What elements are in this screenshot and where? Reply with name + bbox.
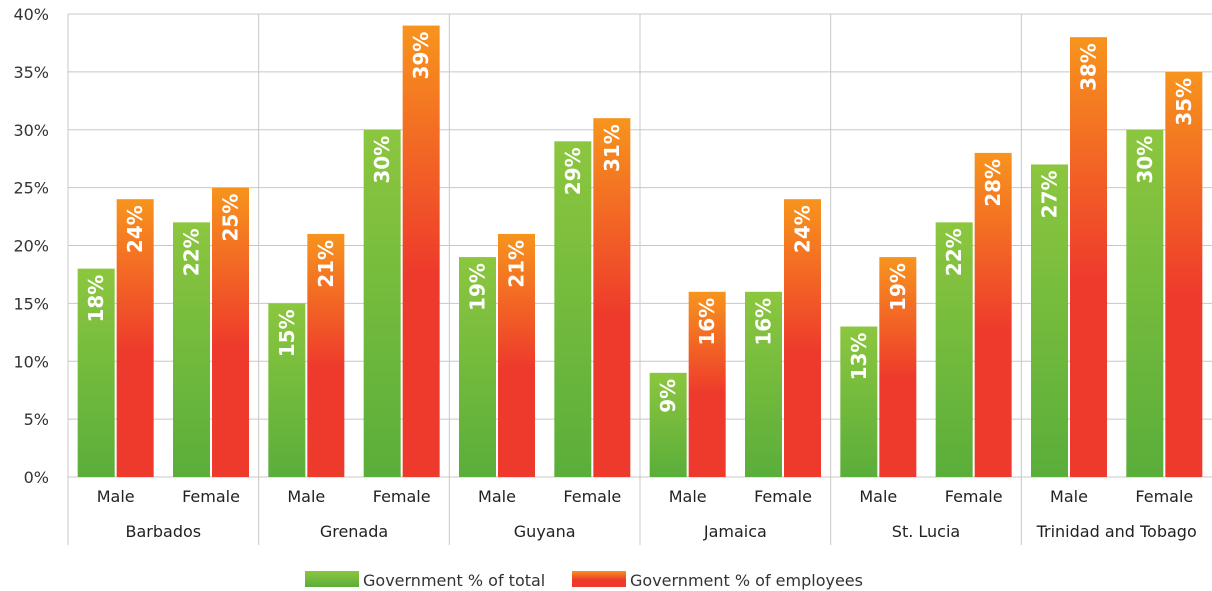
- legend-swatch: [572, 571, 626, 587]
- bars-layer: [77, 25, 1203, 478]
- x-group-label: Trinidad and Tobago: [1036, 522, 1197, 541]
- bar-gov-employees: [116, 199, 154, 477]
- data-label: 19%: [886, 263, 910, 311]
- data-label: 30%: [1133, 136, 1157, 184]
- data-labels-layer: 18% 24% 22% 25% 15% 21% 30% 39% 19% 21% 29% 31% 9% 16…: [84, 32, 1196, 413]
- data-label: 22%: [180, 228, 204, 276]
- data-label: 29%: [561, 147, 585, 195]
- x-subcategory-label: Male: [97, 487, 135, 506]
- data-label: 38%: [1077, 43, 1101, 91]
- bar-gov-employees: [974, 152, 1012, 477]
- y-tick-label: 30%: [13, 121, 49, 140]
- y-tick-label: 0%: [24, 468, 49, 487]
- x-group-label: St. Lucia: [892, 522, 960, 541]
- bar-gov-employees: [593, 118, 631, 478]
- bar-gov-employees: [1070, 37, 1107, 478]
- data-label: 24%: [123, 205, 147, 253]
- bar-gov-employees: [688, 291, 726, 477]
- bar-gov-total: [1031, 164, 1068, 477]
- data-label: 15%: [275, 309, 299, 357]
- bar-gov-employees: [212, 187, 249, 477]
- data-label: 22%: [942, 228, 966, 276]
- data-label: 16%: [695, 298, 719, 346]
- x-group-label: Jamaica: [703, 522, 767, 541]
- y-tick-label: 35%: [13, 63, 49, 82]
- bar-gov-total: [649, 372, 687, 477]
- data-label: 25%: [219, 194, 243, 242]
- bar-gov-employees: [1165, 71, 1203, 477]
- y-tick-label: 5%: [24, 410, 49, 429]
- data-label: 30%: [370, 136, 394, 184]
- x-group-label: Grenada: [320, 522, 388, 541]
- data-label: 18%: [84, 275, 108, 323]
- x-subcategory-label: Male: [1050, 487, 1088, 506]
- x-subcategory-label: Male: [859, 487, 897, 506]
- legend-label: Government % of employees: [630, 571, 863, 590]
- x-group-label: Guyana: [514, 522, 576, 541]
- bar-gov-total: [459, 257, 496, 477]
- grid-layer: [67, 13, 1212, 545]
- bar-gov-total: [935, 222, 973, 477]
- y-tick-label: 10%: [13, 352, 49, 371]
- bar-gov-total: [363, 129, 401, 477]
- bar-gov-employees: [498, 233, 535, 477]
- x-subcategory-label: Male: [287, 487, 325, 506]
- bar-gov-total: [77, 268, 115, 477]
- legend-label: Government % of total: [363, 571, 545, 590]
- x-subcategory-label: Female: [945, 487, 1003, 506]
- x-subcategory-label: Female: [563, 487, 621, 506]
- x-group-label: Barbados: [126, 522, 202, 541]
- data-label: 19%: [466, 263, 490, 311]
- axis-layer: 0% 5% 10% 15% 20% 25% 30% 35% 40% Male Female Barba…: [13, 5, 1196, 541]
- data-label: 21%: [314, 240, 338, 288]
- data-label: 39%: [409, 32, 433, 80]
- bar-gov-employees: [784, 199, 821, 477]
- y-tick-label: 15%: [13, 294, 49, 313]
- data-label: 35%: [1172, 78, 1196, 126]
- bar-gov-employees: [879, 257, 917, 477]
- data-label: 28%: [981, 159, 1005, 207]
- bar-gov-total: [1126, 129, 1164, 477]
- x-subcategory-label: Female: [1135, 487, 1193, 506]
- legend-swatch: [305, 571, 359, 587]
- x-subcategory-label: Male: [478, 487, 516, 506]
- x-subcategory-label: Female: [182, 487, 240, 506]
- bar-gov-total: [745, 291, 782, 477]
- bar-gov-total: [840, 326, 878, 477]
- bar-gov-employees: [307, 233, 345, 477]
- data-label: 9%: [656, 379, 680, 413]
- y-tick-label: 25%: [13, 179, 49, 198]
- y-tick-label: 20%: [13, 237, 49, 256]
- x-subcategory-label: Female: [754, 487, 812, 506]
- data-label: 31%: [600, 124, 624, 172]
- bar-gov-total: [173, 222, 210, 477]
- bar-gov-total: [554, 141, 592, 477]
- data-label: 21%: [505, 240, 529, 288]
- legend: Government % of total Government % of emp…: [305, 571, 863, 590]
- bar-gov-total: [268, 303, 306, 477]
- data-label: 24%: [791, 205, 815, 253]
- x-subcategory-label: Female: [373, 487, 431, 506]
- y-tick-label: 40%: [13, 5, 49, 24]
- data-label: 27%: [1038, 170, 1062, 218]
- bar-gov-employees: [402, 25, 440, 477]
- x-subcategory-label: Male: [669, 487, 707, 506]
- data-label: 16%: [752, 298, 776, 346]
- data-label: 13%: [847, 333, 871, 381]
